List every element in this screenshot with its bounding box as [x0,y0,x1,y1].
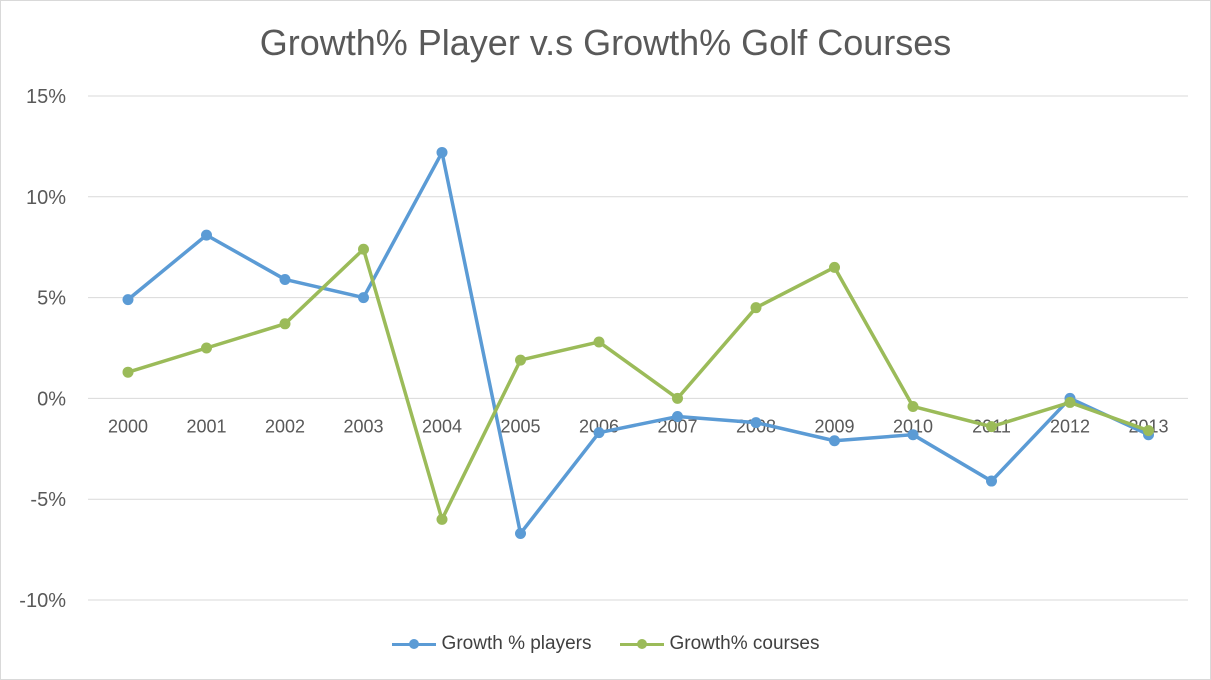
data-point-courses [279,318,291,330]
data-point-courses [829,261,840,273]
legend-marker-courses [619,634,664,654]
y-tick-label: -10% [19,590,66,612]
x-tick-label: 2007 [657,416,697,436]
x-tick-label: 2001 [186,416,226,436]
data-point-players [122,294,134,306]
x-tick-label: 2012 [1050,416,1090,436]
y-tick-label: 15% [26,86,66,108]
x-tick-label: 2000 [108,416,148,436]
x-tick-label: 2003 [343,416,383,436]
data-point-courses [358,243,369,255]
data-point-courses [986,421,997,433]
legend-marker-players [391,634,436,654]
x-tick-label: 2009 [814,416,854,436]
data-point-players [829,435,840,447]
data-point-players [436,146,448,158]
legend-label-courses: Growth% courses [669,633,820,654]
y-tick-label: 10% [26,187,66,209]
data-point-players [201,229,212,241]
x-tick-label: 2004 [422,416,462,436]
data-point-courses [1143,425,1154,437]
chart-title: Growth% Player v.s Growth% Golf Courses [259,22,952,63]
y-tick-label: 0% [37,388,66,410]
x-tick-label: 2002 [265,416,305,436]
data-point-courses [122,366,134,378]
y-tick-label: -5% [30,489,66,511]
data-point-players [593,427,605,439]
data-point-courses [1064,396,1076,408]
data-point-courses [201,342,212,354]
data-point-players [279,273,291,285]
data-point-players [986,475,997,487]
series-line-courses [127,247,1150,522]
data-point-courses [750,302,762,314]
data-point-players [515,527,526,539]
data-point-players [672,411,683,423]
legend-item-courses: Growth% courses [619,633,820,655]
data-point-courses [515,354,526,366]
data-point-courses [436,513,448,525]
data-point-courses [593,336,605,348]
data-point-players [907,429,919,441]
series-line-players [126,150,1150,536]
data-point-courses [907,400,919,412]
data-point-players [750,417,762,429]
x-tick-label: 2010 [893,416,933,436]
legend-label-players: Growth % players [441,633,592,654]
x-tick-label: 2005 [500,416,540,436]
y-tick-label: 5% [37,288,66,310]
data-point-courses [672,392,683,404]
legend: Growth % players Growth% courses [0,633,1211,655]
legend-item-players: Growth % players [391,633,592,655]
data-point-players [358,292,369,304]
